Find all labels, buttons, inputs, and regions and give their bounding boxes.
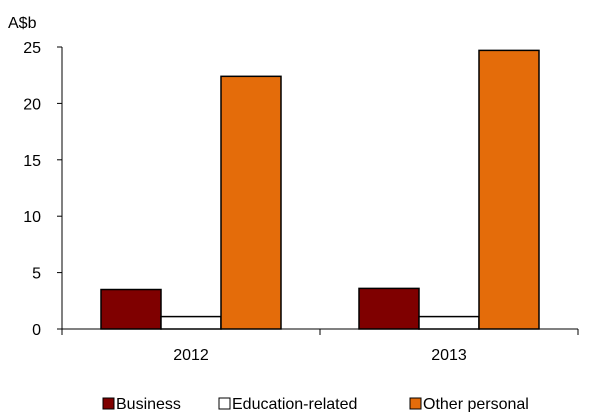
bar-business-2012 — [100, 288, 162, 330]
legend-swatch — [409, 397, 422, 410]
legend: Business Education-related Other personal — [102, 396, 529, 412]
legend-swatch — [102, 397, 115, 410]
y-axis-label: A$b — [8, 15, 37, 32]
bar-education-related-2013 — [418, 315, 480, 330]
legend-swatch — [218, 397, 231, 410]
legend-label: Education-related — [232, 396, 357, 412]
bars — [100, 49, 540, 330]
y-tick-label: 15 — [23, 153, 41, 170]
y-tick-label: 0 — [32, 322, 41, 339]
x-axis-labels: 2012 2013 — [173, 347, 467, 364]
bar-other-personal-2012 — [220, 75, 282, 330]
y-tick-label: 25 — [23, 40, 41, 57]
y-axis-ticks: 0 5 10 15 20 25 — [23, 40, 62, 339]
y-tick-label: 20 — [23, 96, 41, 113]
legend-label: Business — [116, 396, 181, 412]
legend-label: Other personal — [423, 396, 529, 412]
x-tick-label: 2012 — [173, 347, 209, 364]
axes — [61, 47, 579, 335]
bar-business-2013 — [358, 287, 420, 330]
x-tick-label: 2013 — [431, 347, 467, 364]
bar-other-personal-2013 — [478, 49, 540, 330]
y-tick-label: 5 — [32, 266, 41, 283]
bar-education-related-2012 — [160, 315, 222, 330]
y-tick-label: 10 — [23, 209, 41, 226]
